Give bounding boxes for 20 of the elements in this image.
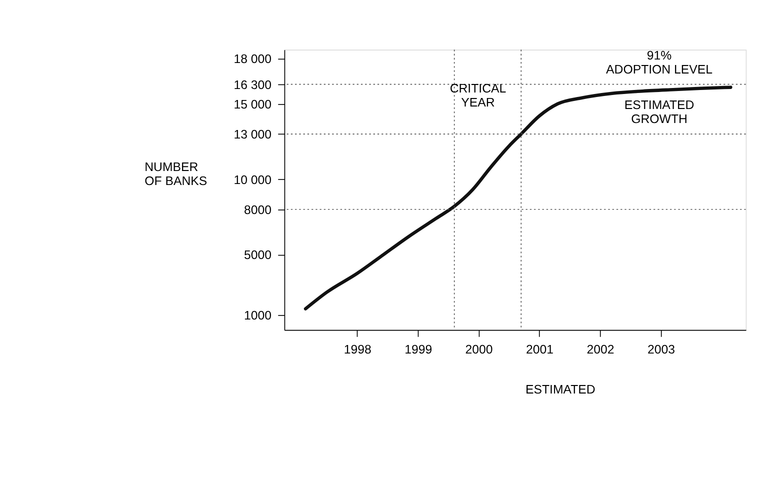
y-tick-label: 5000 — [244, 248, 272, 262]
y-tick-label: 1000 — [244, 308, 272, 322]
y-axis-title: NUMBER OF BANKS — [144, 160, 208, 188]
x-tick-label: 1999 — [404, 342, 432, 356]
x-tick-label: 2000 — [465, 342, 493, 356]
line-series — [304, 86, 732, 310]
y-tick-label: 13 000 — [234, 128, 272, 142]
annotation: ESTIMATED GROWTH — [624, 98, 694, 126]
y-tick-label: 18 000 — [234, 52, 272, 66]
annotation: 91% ADOPTION LEVEL — [606, 48, 713, 77]
annotation: CRITICAL YEAR — [450, 82, 506, 110]
text: ESTIMATED — [525, 382, 596, 396]
x-tick-label: 2001 — [526, 342, 554, 356]
x-tick-label: 1998 — [344, 342, 372, 356]
y-tick-label: 16 300 — [234, 78, 272, 92]
y-tick-label: 8000 — [244, 202, 272, 217]
y-tick-label: 15 000 — [234, 97, 272, 112]
y-tick-label: 10 000 — [234, 172, 272, 187]
x-tick-label: 2002 — [586, 342, 614, 356]
x-tick-label: 2003 — [647, 342, 676, 356]
